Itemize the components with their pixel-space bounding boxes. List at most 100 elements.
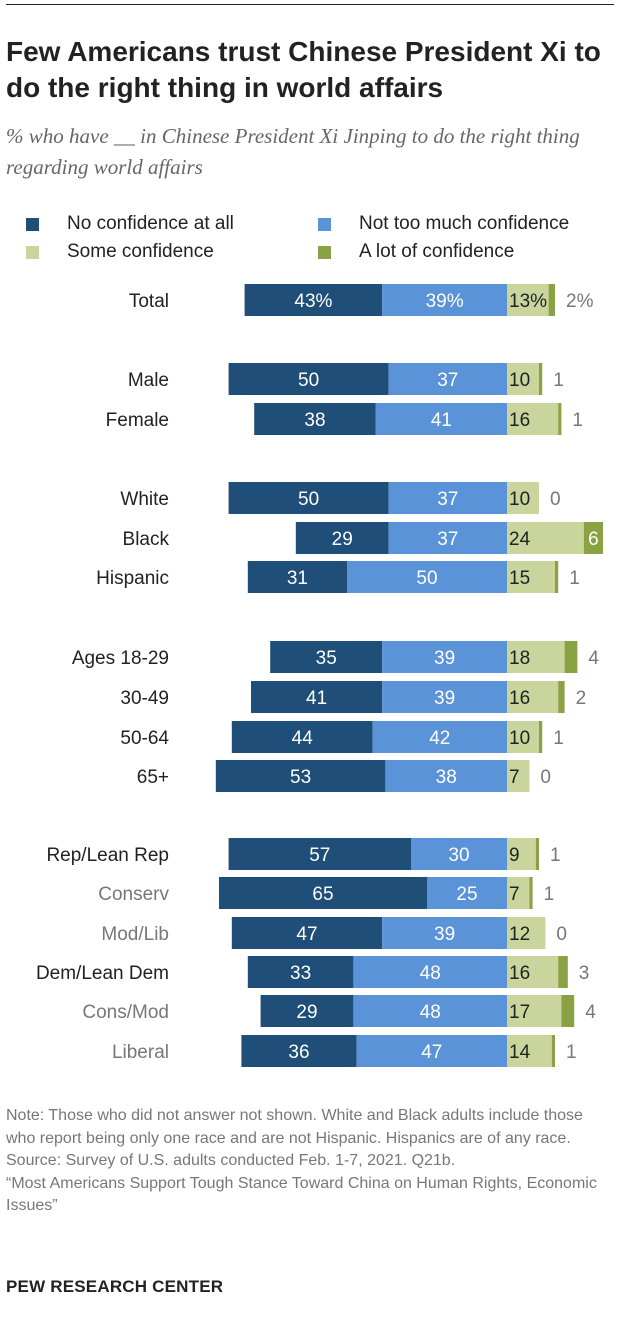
value-label-dem-lean-dem-s4: 3 xyxy=(579,963,590,984)
bar-black-s2 xyxy=(388,522,507,554)
value-label-ages-18-29-s3: 18 xyxy=(509,648,530,669)
value-label-65-s4: 0 xyxy=(540,767,551,788)
source-text: Source: Survey of U.S. adults conducted … xyxy=(6,1152,456,1170)
value-label-cons-mod-s4: 4 xyxy=(585,1002,596,1023)
bar-65-s1 xyxy=(215,760,386,792)
value-label-30-49-s1: 41 xyxy=(306,688,327,709)
value-label-conserv-s3: 7 xyxy=(509,884,520,905)
note-text: Note: Those who did not answer not shown… xyxy=(6,1107,583,1147)
value-label-male-s2: 37 xyxy=(437,370,458,391)
value-label-female-s1: 38 xyxy=(304,410,325,431)
value-label-cons-mod-s3: 17 xyxy=(509,1002,530,1023)
bar-rep-lean-rep-s4 xyxy=(535,838,539,870)
bar-total-s4 xyxy=(548,284,555,316)
row-label-black: Black xyxy=(123,529,170,550)
row-label-total: Total xyxy=(129,291,169,312)
bar-dem-lean-dem-s3 xyxy=(507,956,559,988)
bar-male-s4 xyxy=(539,363,543,395)
value-label-total-s1: 43% xyxy=(294,291,332,312)
chart-note: Note: Those who did not answer not shown… xyxy=(6,1105,616,1218)
bar-conserv-s4 xyxy=(529,877,533,909)
value-label-30-49-s3: 16 xyxy=(509,688,530,709)
value-label-female-s3: 16 xyxy=(509,410,530,431)
value-label-65-s1: 53 xyxy=(290,767,311,788)
bar-30-49-s4 xyxy=(558,681,565,713)
bar-65-s3 xyxy=(507,760,530,792)
bar-ages-18-29-s3 xyxy=(507,641,565,673)
bar-mod-lib-s2 xyxy=(382,917,507,949)
row-label-dem-lean-dem: Dem/Lean Dem xyxy=(36,963,169,984)
bar-conserv-s2 xyxy=(427,877,507,909)
row-label-hispanic: Hispanic xyxy=(96,568,169,589)
value-label-liberal-s3: 14 xyxy=(509,1042,531,1063)
value-label-hispanic-s1: 31 xyxy=(287,568,308,589)
bar-rep-lean-rep-s3 xyxy=(507,838,536,870)
top-rule xyxy=(6,4,614,5)
value-label-mod-lib-s2: 39 xyxy=(434,924,455,945)
row-label-50-64: 50-64 xyxy=(120,728,169,749)
value-label-black-s1: 29 xyxy=(332,529,353,550)
bar-30-49-s2 xyxy=(382,681,507,713)
value-label-mod-lib-s4: 0 xyxy=(556,924,567,945)
bar-mod-lib-s1 xyxy=(231,917,383,949)
chart-title: Few Americans trust Chinese President Xi… xyxy=(6,36,601,103)
value-label-cons-mod-s2: 48 xyxy=(420,1002,441,1023)
chart-subtitle: % who have __ in Chinese President Xi Ji… xyxy=(6,124,580,179)
value-label-male-s4: 1 xyxy=(553,370,564,391)
bar-rep-lean-rep-s2 xyxy=(411,838,507,870)
bar-liberal-s3 xyxy=(507,1035,552,1067)
bar-total-s3 xyxy=(507,284,549,316)
value-label-50-64-s1: 44 xyxy=(292,728,314,749)
bar-cons-mod-s4 xyxy=(561,995,575,1027)
value-label-conserv-s2: 25 xyxy=(456,884,477,905)
value-label-liberal-s1: 36 xyxy=(288,1042,309,1063)
brand-footer: PEW RESEARCH CENTER xyxy=(6,1277,224,1296)
report-title-text: “Most Americans Support Tough Stance Tow… xyxy=(6,1174,597,1215)
value-label-total-s3: 13% xyxy=(509,291,547,312)
bar-hispanic-s2 xyxy=(347,561,507,593)
bar-liberal-s1 xyxy=(241,1035,357,1067)
row-label-30-49: 30-49 xyxy=(120,688,169,709)
value-label-dem-lean-dem-s3: 16 xyxy=(509,963,530,984)
bar-30-49-s3 xyxy=(507,681,559,713)
bar-male-s1 xyxy=(228,363,389,395)
row-label-white: White xyxy=(120,489,169,510)
value-label-hispanic-s2: 50 xyxy=(416,568,437,589)
value-label-cons-mod-s1: 29 xyxy=(296,1002,317,1023)
bar-black-s3 xyxy=(507,522,584,554)
value-label-male-s3: 10 xyxy=(509,370,530,391)
bar-50-64-s2 xyxy=(372,721,507,753)
value-label-white-s2: 37 xyxy=(437,489,458,510)
bar-hispanic-s1 xyxy=(247,561,347,593)
bar-total-s2 xyxy=(382,284,507,316)
value-label-ages-18-29-s4: 4 xyxy=(588,648,599,669)
row-label-65: 65+ xyxy=(137,767,169,788)
legend-label-not-too-much: Not too much confidence xyxy=(359,213,570,234)
row-label-liberal: Liberal xyxy=(112,1042,169,1063)
value-label-liberal-s4: 1 xyxy=(566,1042,577,1063)
value-label-rep-lean-rep-s4: 1 xyxy=(550,845,561,866)
bar-black-s1 xyxy=(295,522,389,554)
bar-liberal-s2 xyxy=(356,1035,507,1067)
bar-total-s1 xyxy=(244,284,383,316)
bar-female-s3 xyxy=(507,403,559,435)
bar-cons-mod-s3 xyxy=(507,995,562,1027)
legend-swatch-some-confidence xyxy=(26,246,39,259)
value-label-mod-lib-s1: 47 xyxy=(296,924,317,945)
bar-male-s3 xyxy=(507,363,539,395)
bar-dem-lean-dem-s1 xyxy=(247,956,354,988)
bar-white-s1 xyxy=(228,482,389,514)
value-label-65-s3: 7 xyxy=(509,767,520,788)
value-label-female-s4: 1 xyxy=(572,410,583,431)
bar-hispanic-s3 xyxy=(507,561,555,593)
row-label-cons-mod: Cons/Mod xyxy=(82,1002,169,1023)
value-label-black-s2: 37 xyxy=(437,529,458,550)
bar-65-s2 xyxy=(385,760,507,792)
bar-50-64-s4 xyxy=(539,721,543,753)
value-label-liberal-s2: 47 xyxy=(421,1042,442,1063)
value-label-black-s3: 24 xyxy=(509,529,531,550)
row-label-male: Male xyxy=(128,370,169,391)
value-label-dem-lean-dem-s1: 33 xyxy=(290,963,311,984)
value-label-white-s3: 10 xyxy=(509,489,530,510)
